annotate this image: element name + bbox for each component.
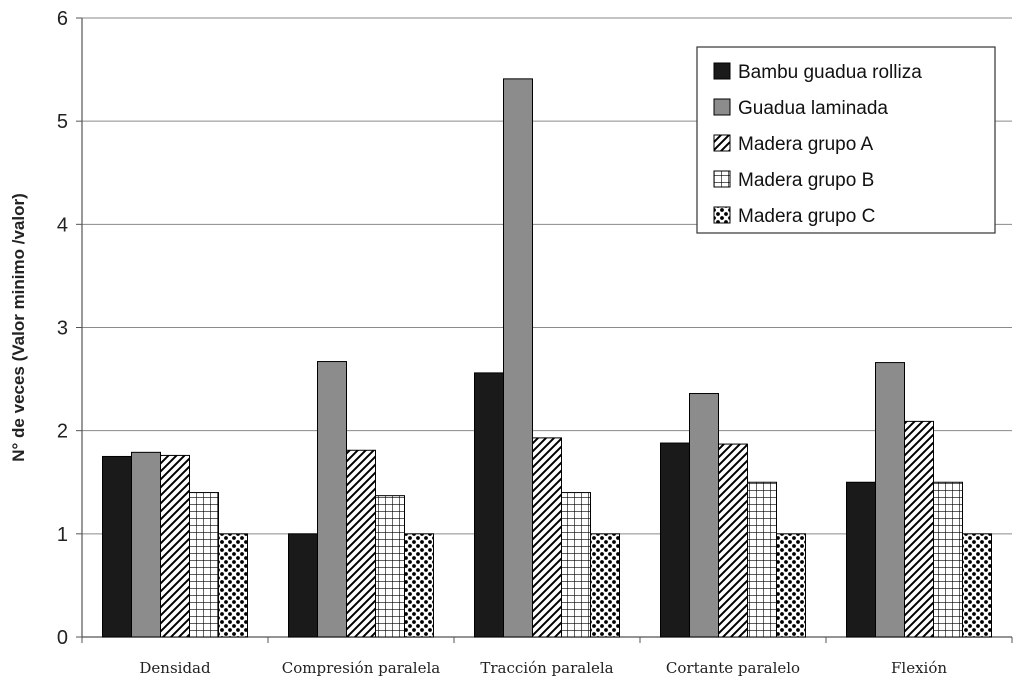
bar xyxy=(846,481,876,638)
legend: Bambu guadua rolliza Guadua laminada Mader… xyxy=(696,46,996,234)
legend-swatch xyxy=(713,206,731,224)
x-category-label: Compresión paralela xyxy=(282,659,440,677)
legend-label: Madera grupo A xyxy=(738,134,874,155)
bar xyxy=(532,437,562,638)
bars xyxy=(102,78,992,638)
bar xyxy=(776,533,806,638)
bar xyxy=(160,454,190,638)
bar xyxy=(875,362,905,638)
y-tick-label: 2 xyxy=(57,421,68,443)
bar xyxy=(288,533,318,638)
legend-label: Bambu guadua rolliza xyxy=(738,62,922,83)
bar xyxy=(660,442,690,638)
bar xyxy=(561,492,591,638)
legend-box xyxy=(696,46,996,234)
y-tick-label: 6 xyxy=(57,8,68,30)
legend-swatch xyxy=(713,98,731,116)
y-tick-label: 4 xyxy=(57,214,68,236)
bar xyxy=(747,481,777,638)
legend-swatch xyxy=(713,62,731,80)
bar xyxy=(131,451,161,638)
bar xyxy=(474,372,504,638)
y-tick-label: 5 xyxy=(57,111,68,133)
x-category-label: Densidad xyxy=(139,659,211,677)
x-category-label: Tracción paralela xyxy=(480,659,613,677)
x-category-label: Flexión xyxy=(891,659,947,677)
legend-swatch xyxy=(713,134,731,152)
legend-label: Guadua laminada xyxy=(738,98,888,119)
y-tick-label: 0 xyxy=(57,627,68,649)
bar xyxy=(218,533,248,638)
bar xyxy=(718,443,748,638)
labels: 0 1 2 3 4 5 6 Densidad Compresión paralela Tracci… xyxy=(9,8,947,677)
legend-label: Madera grupo C xyxy=(738,206,875,227)
bar xyxy=(933,481,963,638)
bar xyxy=(102,455,132,638)
y-tick-label: 1 xyxy=(57,524,68,546)
y-axis-title: N° de veces (Valor minimo /valor) xyxy=(9,193,28,462)
bar xyxy=(689,393,719,638)
x-category-label: Cortante paralelo xyxy=(666,659,800,677)
legend-swatch xyxy=(713,170,731,188)
bar xyxy=(189,492,219,638)
y-tick-label: 3 xyxy=(57,318,68,340)
bar xyxy=(962,533,992,638)
bar xyxy=(375,495,405,638)
bar xyxy=(904,420,934,638)
bar xyxy=(317,361,347,638)
bar xyxy=(404,533,434,638)
legend-label: Madera grupo B xyxy=(738,170,874,191)
bar xyxy=(346,449,376,638)
bar xyxy=(503,78,533,638)
bar xyxy=(590,533,620,638)
